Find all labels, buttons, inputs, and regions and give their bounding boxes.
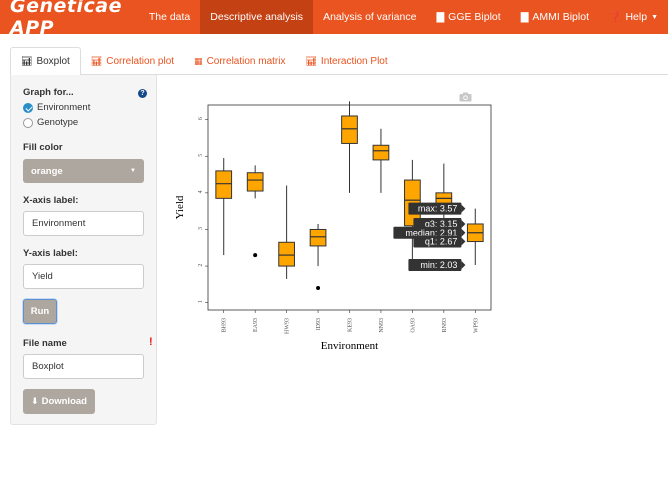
- x-tick-label: HW93: [285, 318, 291, 334]
- y-axis-title: Yield: [174, 195, 186, 219]
- box-HW93: [278, 241, 295, 267]
- bar-chart-icon: 📊︎: [21, 56, 33, 66]
- fill-color-value: orange: [31, 165, 63, 177]
- nav-the-data[interactable]: The data: [139, 0, 200, 34]
- bar-chart-icon: 📊︎: [305, 55, 317, 66]
- nav-ammi-label: AMMI Biplot: [532, 11, 589, 23]
- outlier-point: [316, 286, 321, 291]
- bar-chart-icon: ▇: [436, 11, 445, 23]
- radio-unchecked-icon[interactable]: [23, 117, 33, 128]
- boxplot-chart: 1 2 3 4 5 6 Yield Environment BH93 EA93 HW93 ID93 KE…: [174, 101, 492, 352]
- question-circle-icon: ❓: [609, 11, 622, 23]
- caret-down-icon: ▼: [130, 168, 136, 174]
- svg-text:max: 3.57: max: 3.57: [418, 204, 458, 214]
- run-button[interactable]: Run: [23, 299, 57, 324]
- x-tick-label: EA93: [253, 318, 259, 332]
- download-label: Download: [41, 396, 87, 407]
- nav-anova-label: Analysis of variance: [323, 11, 417, 23]
- tab-correlation-matrix[interactable]: ▦ Correlation matrix: [184, 47, 295, 75]
- radio-genotype-label: Genotype: [37, 117, 79, 128]
- help-icon[interactable]: ?: [138, 89, 147, 98]
- y-tick-label: 5: [198, 154, 204, 157]
- tab-boxplot-label: Boxplot: [36, 56, 70, 67]
- navbar: Geneticae APP The data Descriptive analy…: [0, 0, 668, 39]
- nav-gge-biplot[interactable]: ▇ GGE Biplot: [426, 0, 510, 34]
- box-KE93: [341, 115, 358, 144]
- required-exclamation-icon: !: [149, 336, 153, 348]
- x-axis-title: Environment: [321, 340, 378, 352]
- y-tick-label: 4: [198, 190, 204, 193]
- radio-environment[interactable]: Environment: [23, 102, 144, 113]
- plot-tabs: 📊︎ Boxplot 📊︎ Correlation plot ▦ Correla…: [10, 47, 668, 76]
- y-axis-label-label: Y-axis label:: [23, 248, 78, 259]
- radio-checked-icon[interactable]: [23, 102, 33, 113]
- x-tick-label: OA93: [410, 318, 416, 333]
- x-axis-label-input[interactable]: Environment: [23, 211, 144, 236]
- x-tick-label: NN93: [379, 318, 385, 333]
- caret-down-icon: ▼: [651, 13, 658, 21]
- y-axis-label-value: Yield: [32, 271, 53, 282]
- nav-the-data-label: The data: [148, 11, 191, 23]
- nav-gge-label: GGE Biplot: [448, 11, 501, 23]
- nav-analysis-of-variance[interactable]: Analysis of variance: [313, 0, 426, 34]
- x-axis-label-value: Environment: [32, 218, 86, 229]
- svg-text:q1: 2.67: q1: 2.67: [425, 237, 458, 247]
- outlier-point: [253, 253, 258, 258]
- camera-icon[interactable]: [459, 92, 472, 102]
- x-axis-label-label: X-axis label:: [23, 195, 79, 206]
- tab-correlation-plot[interactable]: 📊︎ Correlation plot: [81, 47, 184, 75]
- y-tick-label: 1: [198, 300, 204, 303]
- y-tick-label: 6: [198, 117, 204, 120]
- x-tick-label: KE93: [348, 318, 354, 332]
- box-EA93: [246, 172, 264, 192]
- nav-descriptive-label: Descriptive analysis: [210, 11, 304, 23]
- box-ID93: [309, 228, 327, 247]
- svg-text:min: 2.03: min: 2.03: [420, 260, 457, 270]
- fill-color-select[interactable]: orange ▼: [23, 159, 144, 183]
- x-tick-label: WP93: [473, 318, 479, 333]
- y-tick-label: 2: [198, 264, 204, 267]
- app-brand[interactable]: Geneticae APP: [10, 0, 122, 39]
- svg-text:median: 2.91: median: 2.91: [405, 228, 457, 238]
- x-tick-label: ID93: [316, 318, 322, 330]
- nav-help-label: Help: [625, 11, 648, 23]
- radio-environment-label: Environment: [37, 102, 91, 113]
- graph-for-label: Graph for...: [23, 87, 74, 98]
- bar-chart-icon: ▇: [520, 11, 529, 23]
- nav-help-dropdown[interactable]: ❓ Help ▼: [599, 0, 668, 34]
- svg-text:q3: 3.15: q3: 3.15: [425, 219, 458, 229]
- download-button[interactable]: ⬇ Download: [23, 389, 95, 414]
- y-tick-label: 3: [198, 227, 204, 230]
- tooltip-label: q1: 2.67: [413, 235, 466, 248]
- table-icon: ▦: [194, 55, 203, 66]
- tab-interaction-plot-label: Interaction Plot: [320, 55, 388, 67]
- nav-descriptive-analysis[interactable]: Descriptive analysis: [200, 0, 314, 34]
- nav-ammi-biplot[interactable]: ▇ AMMI Biplot: [511, 0, 599, 34]
- file-name-value: Boxplot: [32, 361, 64, 372]
- tab-boxplot[interactable]: 📊︎ Boxplot: [10, 47, 81, 76]
- tab-correlation-plot-label: Correlation plot: [106, 55, 175, 67]
- fill-color-label: Fill color: [23, 142, 63, 153]
- box-NN93: [372, 144, 390, 161]
- box-BH93: [215, 170, 233, 199]
- tab-interaction-plot[interactable]: 📊︎ Interaction Plot: [295, 47, 397, 75]
- x-tick-label: RN93: [442, 318, 448, 332]
- file-name-input[interactable]: Boxplot: [23, 354, 144, 379]
- radio-genotype[interactable]: Genotype: [23, 117, 144, 128]
- tab-correlation-matrix-label: Correlation matrix: [206, 55, 286, 67]
- y-axis-label-input[interactable]: Yield: [23, 264, 144, 289]
- x-tick-label: BH93: [222, 318, 228, 332]
- tooltip-label: min: 2.03: [408, 258, 466, 271]
- tooltip-label: max: 3.57: [408, 202, 466, 215]
- file-name-label: File name: [23, 338, 67, 349]
- sidebar-panel: Graph for... ? Environment Genotype Fill…: [10, 75, 157, 425]
- bar-chart-icon: 📊︎: [90, 55, 103, 66]
- download-icon: ⬇: [31, 396, 39, 406]
